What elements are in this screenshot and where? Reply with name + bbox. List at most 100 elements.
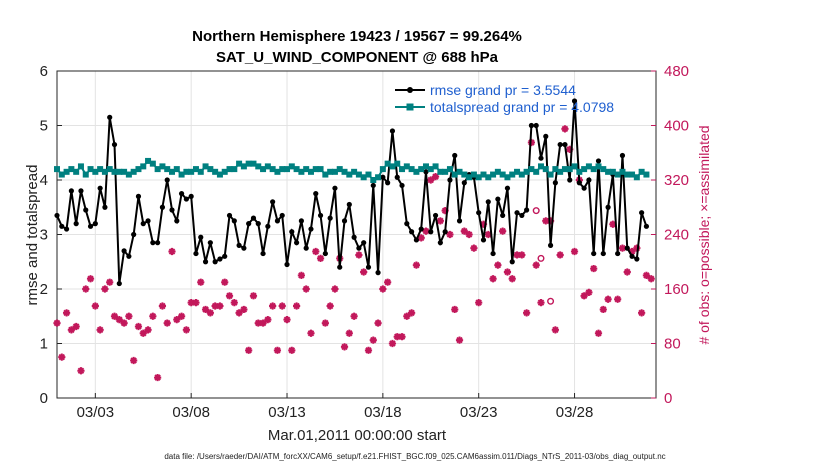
totalspread-point [523, 168, 530, 175]
obs-assimilated-point [345, 329, 353, 337]
obs-assimilated-point [230, 299, 238, 307]
rmse-point [255, 221, 261, 227]
rmse-point [399, 182, 405, 189]
rmse-point [351, 234, 357, 240]
obs-assimilated-point [340, 343, 349, 351]
totalspread-point [432, 163, 439, 170]
rmse-point [576, 180, 582, 186]
totalspread-point [178, 171, 185, 178]
totalspread-point [466, 174, 473, 181]
obs-assimilated-point [216, 302, 224, 310]
obs-assimilated-point [67, 326, 75, 334]
totalspread-point [638, 168, 645, 175]
rmse-point [68, 188, 74, 194]
y-right-tick-label: 400 [664, 118, 689, 135]
rmse-point [624, 245, 630, 251]
totalspread-point [106, 166, 113, 173]
totalspread-point [269, 166, 276, 173]
legend-rmse-label: rmse grand pr = 3.5544 [430, 82, 576, 98]
rmse-point [327, 215, 333, 221]
totalspread-point [183, 168, 190, 175]
totalspread-point [456, 168, 463, 175]
obs-assimilated-point [235, 309, 243, 317]
obs-assimilated-point [633, 244, 641, 252]
obs-assimilated-point [154, 373, 162, 382]
obs-assimilated-point [556, 251, 564, 259]
obs-assimilated-point [321, 319, 329, 327]
totalspread-point [370, 177, 377, 183]
obs-assimilated-point [484, 230, 492, 239]
totalspread-point [528, 166, 535, 173]
y-right-tick-label: 80 [664, 336, 681, 353]
obs-assimilated-point [412, 261, 420, 269]
totalspread-point [480, 171, 487, 178]
rmse-point [150, 240, 156, 246]
obs-assimilated-point [53, 319, 61, 327]
legend: rmse grand pr = 3.5544 totalspread grand… [395, 82, 614, 115]
totalspread-point [279, 166, 286, 173]
rmse-point [54, 212, 60, 219]
rmse-point [155, 240, 161, 246]
totalspread-point [173, 166, 180, 173]
rmse-point [567, 177, 573, 183]
rmse-point [519, 212, 525, 219]
rmse-point [322, 250, 328, 257]
rmse-point [126, 253, 132, 259]
rmse-point [571, 98, 578, 104]
rmse-point [188, 193, 194, 199]
rmse-point [332, 185, 338, 191]
obs-assimilated-point [599, 305, 607, 314]
obs-assimilated-point [393, 333, 401, 341]
rmse-point [547, 242, 554, 248]
totalspread-point [518, 171, 525, 178]
rmse-point [461, 180, 467, 186]
obs-assimilated-point [499, 227, 507, 235]
totalspread-point [537, 163, 544, 170]
totalspread-point [461, 171, 468, 178]
rmse-point [217, 256, 223, 262]
rmse-point [432, 212, 439, 219]
rmse-point [456, 218, 463, 224]
rmse-point [428, 229, 434, 235]
grid [57, 70, 656, 399]
totalspread-point [135, 166, 142, 173]
rmse-point [557, 141, 563, 148]
rmse-point [337, 264, 343, 270]
rmse-point [385, 180, 391, 186]
obs-assimilated-point [273, 346, 282, 354]
obs-assimilated-point [177, 312, 186, 320]
rmse-point [241, 245, 247, 251]
totalspread-point [298, 168, 305, 175]
totalspread-point [125, 171, 132, 178]
obs-assimilated-point [594, 329, 603, 337]
totalspread-point [240, 163, 247, 170]
obs-assimilated-point [508, 275, 516, 283]
totalspread-point [485, 174, 492, 181]
x-tick-label: 03/23 [460, 404, 498, 421]
rmse-point [246, 221, 252, 227]
y-right-tick-label: 320 [664, 172, 689, 189]
rmse-point [183, 196, 189, 202]
obs-assimilated-point [158, 302, 167, 310]
obs-assimilated-point [283, 316, 291, 324]
totalspread-point [245, 160, 252, 167]
totalspread-point [389, 163, 396, 170]
obs-assimilated-point [618, 244, 627, 252]
obs-assimilated-point [647, 275, 655, 283]
obs-assimilated-point [374, 319, 382, 327]
rmse-point [452, 152, 458, 159]
rmse-point [159, 204, 166, 210]
obs-assimilated-point [465, 230, 473, 239]
totalspread-point [504, 174, 511, 181]
x-tick-label: 03/13 [268, 404, 306, 421]
totalspread-point [255, 163, 262, 170]
totalspread-point [82, 171, 89, 178]
rmse-point [289, 229, 295, 235]
totalspread-point [418, 166, 425, 173]
rmse-point [442, 229, 448, 235]
obs-assimilated-point [513, 251, 521, 259]
totalspread-point [97, 166, 104, 173]
totalspread-point [322, 171, 329, 178]
totalspread-point [633, 174, 640, 181]
rmse-point [317, 212, 324, 219]
